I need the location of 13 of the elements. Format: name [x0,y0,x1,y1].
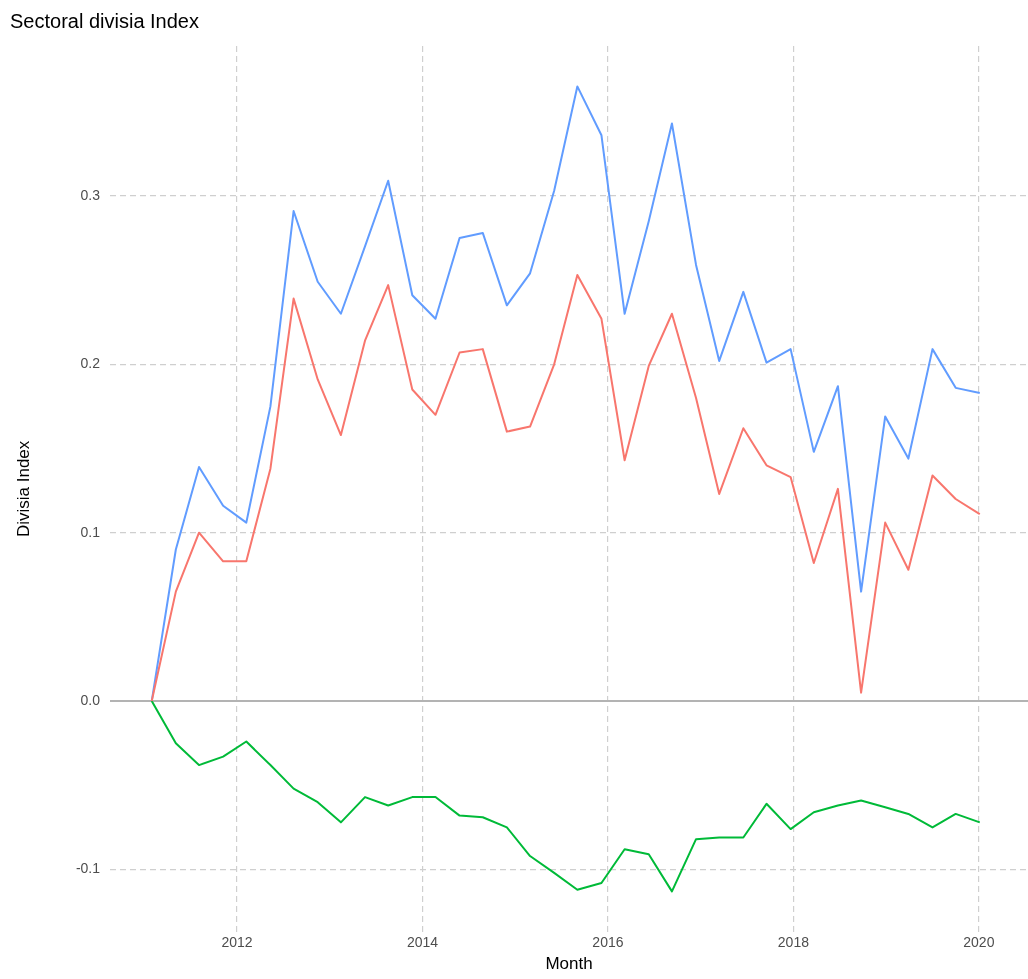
y-tick-label: 0.0 [80,691,101,708]
y-tick-label: -0.1 [75,860,101,877]
x-tick-label: 2012 [221,934,253,951]
chart-title: Sectoral divisia Index [10,9,199,32]
y-tick-label: 0.2 [80,355,101,372]
x-tick-label: 2020 [963,934,995,951]
x-tick-label: 2014 [406,934,439,951]
y-tick-label: 0.1 [80,523,101,540]
x-tick-label: 2016 [592,934,624,951]
y-tick-label: 0.3 [80,186,101,203]
y-axis-title: Divisia Index [13,440,33,538]
x-axis-title: Month [545,954,593,974]
x-tick-label: 2018 [777,934,810,951]
